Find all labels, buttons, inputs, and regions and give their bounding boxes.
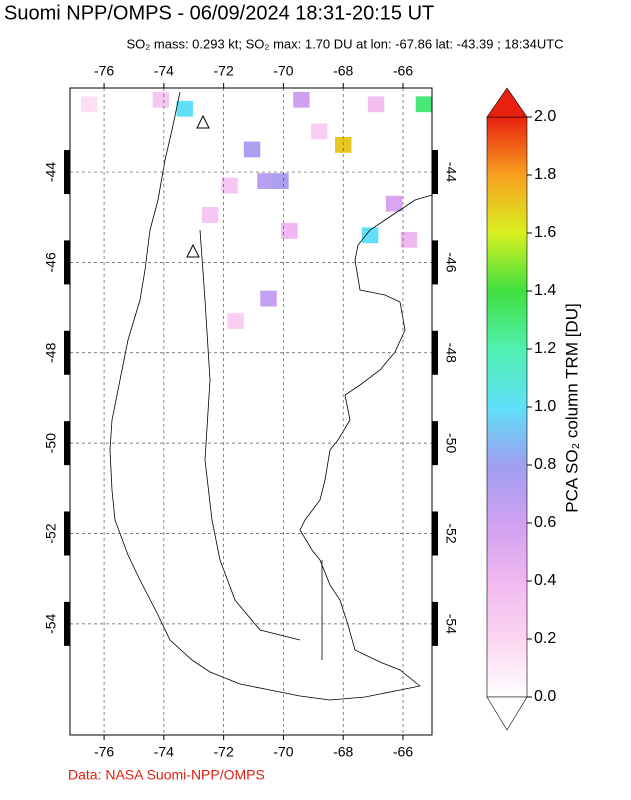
- colorbar-extend-max: [486, 87, 528, 118]
- colorbar-tick-label: 1.2: [534, 340, 556, 357]
- lon-tick-label: -70: [273, 63, 293, 79]
- colorbar-extend-min: [486, 696, 528, 731]
- frame-segment: [432, 511, 438, 556]
- so2-cell: [293, 91, 310, 108]
- lat-tick-label: -50: [43, 433, 59, 453]
- lon-tick-label: -68: [333, 63, 353, 79]
- lon-tick-label: -72: [214, 63, 234, 79]
- title: Suomi NPP/OMPS - 06/09/2024 18:31-20:15 …: [4, 2, 434, 24]
- lat-tick-label: -46: [443, 252, 459, 272]
- frame-segment: [432, 601, 438, 646]
- colorbar-tick-label: 2.0: [534, 108, 556, 125]
- volcano-marker: [186, 243, 200, 258]
- colorbar-tick-label: 1.4: [534, 282, 556, 299]
- lon-tick-label: -74: [154, 63, 174, 79]
- colorbar-tick-label: 0.6: [534, 514, 556, 531]
- lat-tick-label: -54: [43, 614, 59, 634]
- frame-segment: [432, 240, 438, 285]
- so2-cell: [281, 222, 298, 239]
- so2-cell: [257, 173, 274, 189]
- lon-tick-label: -66: [393, 63, 413, 79]
- lat-tick-label: -50: [443, 433, 459, 453]
- so2-cell: [272, 173, 289, 189]
- colorbar-tick-label: 0.0: [534, 688, 556, 705]
- so2-cell: [415, 96, 432, 113]
- colorbar-tick-label: 1.6: [534, 224, 556, 241]
- lat-tick-label: -48: [443, 343, 459, 363]
- colorbar-tick-label: 0.8: [534, 456, 556, 473]
- frame-segment: [432, 421, 438, 466]
- colorbar-tick-label: 0.2: [534, 630, 556, 647]
- so2-cell: [227, 313, 244, 330]
- lat-tick-label: -52: [443, 523, 459, 543]
- lon-tick-label: -66: [393, 744, 413, 760]
- so2-cell: [367, 96, 385, 113]
- colorbar: [486, 116, 528, 698]
- subtitle: SO₂ mass: 0.293 kt; SO₂ max: 1.70 DU at …: [126, 36, 563, 51]
- map-frame: [69, 87, 433, 736]
- frame-segment: [64, 150, 70, 195]
- so2-cell: [311, 123, 328, 140]
- volcano-marker: [196, 114, 210, 129]
- so2-cell: [201, 207, 219, 223]
- so2-cell: [152, 91, 170, 108]
- lat-tick-label: -54: [443, 614, 459, 634]
- lat-tick-label: -44: [43, 162, 59, 182]
- coastline: [109, 91, 432, 701]
- frame-segment: [64, 240, 70, 285]
- colorbar-tick-label: 0.4: [534, 572, 556, 589]
- colorbar-tick-label: 1.8: [534, 166, 556, 183]
- colorbar-tick-label: 1.0: [534, 398, 556, 415]
- data-credit: Data: NASA Suomi-NPP/OMPS: [68, 767, 265, 783]
- lon-tick-label: -76: [94, 744, 114, 760]
- lat-tick-label: -52: [43, 523, 59, 543]
- lat-tick-label: -46: [43, 252, 59, 272]
- lon-tick-label: -68: [333, 744, 353, 760]
- so2-cell: [400, 231, 418, 248]
- so2-cell: [221, 177, 238, 194]
- so2-cell: [361, 227, 379, 244]
- lon-tick-label: -70: [273, 744, 293, 760]
- frame-segment: [64, 601, 70, 646]
- frame-segment: [64, 421, 70, 466]
- lat-tick-label: -44: [443, 162, 459, 182]
- frame-segment: [432, 330, 438, 375]
- so2-cell: [80, 96, 98, 113]
- so2-cell: [176, 100, 194, 117]
- frame-segment: [432, 150, 438, 195]
- lon-tick-label: -76: [94, 63, 114, 79]
- colorbar-label: PCA SO₂ column TRM [DU]: [562, 303, 581, 512]
- lat-tick-label: -48: [43, 342, 59, 362]
- so2-cell: [260, 290, 277, 307]
- frame-segment: [64, 330, 70, 375]
- lon-tick-label: -74: [154, 744, 174, 760]
- so2-cell: [385, 195, 403, 212]
- map-area: [70, 88, 432, 735]
- frame-segment: [64, 511, 70, 556]
- lon-tick-label: -72: [214, 744, 234, 760]
- so2-cell: [243, 141, 261, 158]
